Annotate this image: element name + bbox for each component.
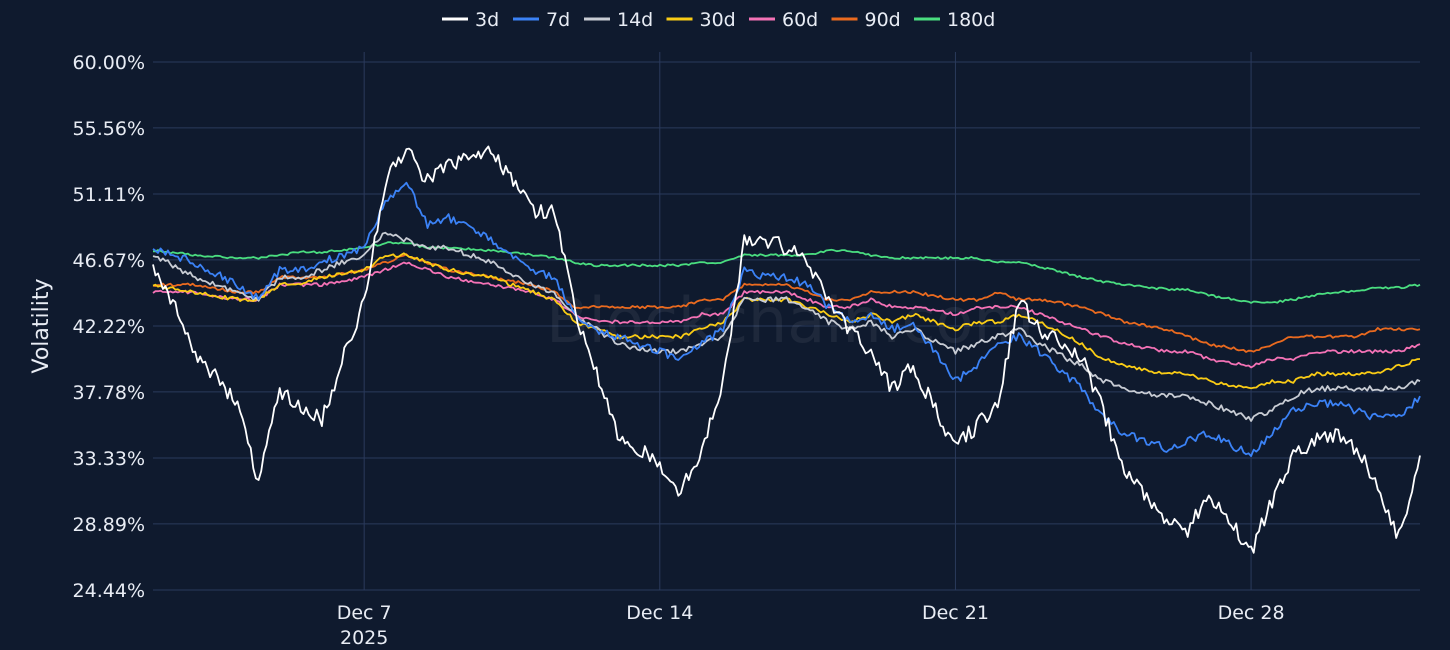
x-tick-label: Dec 28 <box>1218 602 1285 624</box>
legend-label: 7d <box>546 9 570 31</box>
y-tick-label: 33.33% <box>73 448 145 470</box>
series-line-60d <box>152 261 1421 369</box>
y-tick-label: 55.56% <box>73 118 145 140</box>
legend[interactable]: 3d 7d 14d 30d 60d 90d 180d <box>442 9 995 31</box>
x-tick-label: Dec 14 <box>626 602 693 624</box>
series-line-90d <box>152 253 1421 353</box>
y-tick-label: 46.67% <box>73 250 145 272</box>
legend-label: 30d <box>700 9 736 31</box>
x-axis-ticks: Dec 7 2025 Dec 14 Dec 21 Dec 28 <box>337 602 1285 649</box>
y-tick-label: 60.00% <box>73 52 145 74</box>
x-tick-sublabel: 2025 <box>340 627 388 649</box>
legend-label: 180d <box>947 9 995 31</box>
series-line-14d <box>152 231 1421 422</box>
y-axis-label: Volatility <box>29 278 54 373</box>
series-line-3d <box>152 145 1421 554</box>
legend-item-14d[interactable]: 14d <box>584 9 653 31</box>
legend-item-7d[interactable]: 7d <box>513 9 570 31</box>
x-tick-label: Dec 21 <box>922 602 989 624</box>
legend-label: 14d <box>617 9 653 31</box>
x-tick-label: Dec 7 <box>337 602 392 624</box>
legend-label: 90d <box>865 9 901 31</box>
legend-item-3d[interactable]: 3d <box>442 9 499 31</box>
legend-label: 3d <box>475 9 499 31</box>
grid-lines <box>153 52 1420 591</box>
y-tick-label: 24.44% <box>73 580 145 602</box>
series-line-7d <box>152 181 1421 457</box>
legend-item-90d[interactable]: 90d <box>831 9 901 31</box>
legend-item-180d[interactable]: 180d <box>914 9 995 31</box>
y-tick-label: 37.78% <box>73 382 145 404</box>
series-lines <box>152 145 1421 554</box>
y-tick-label: 28.89% <box>73 514 145 536</box>
y-tick-label: 51.11% <box>73 184 145 206</box>
legend-item-30d[interactable]: 30d <box>666 9 736 31</box>
watermark: Blockchain.com <box>546 284 1034 357</box>
y-tick-label: 42.22% <box>73 316 145 338</box>
y-axis-ticks: 60.00% 55.56% 51.11% 46.67% 42.22% 37.78% 33.3… <box>73 52 145 602</box>
legend-item-60d[interactable]: 60d <box>749 9 818 31</box>
legend-label: 60d <box>782 9 818 31</box>
